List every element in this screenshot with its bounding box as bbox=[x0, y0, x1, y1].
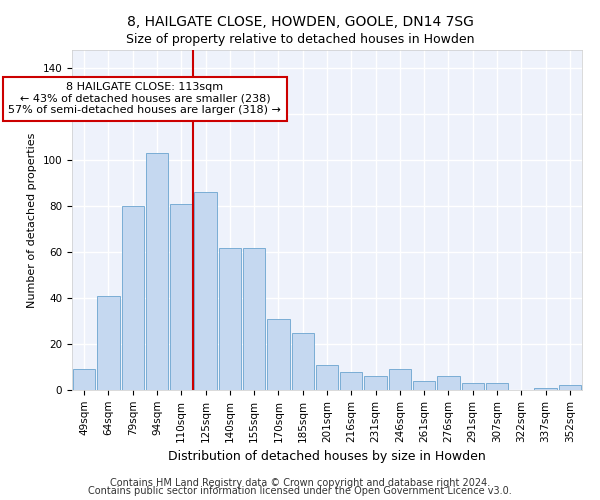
Bar bbox=[267, 319, 290, 390]
Bar bbox=[218, 248, 241, 390]
Bar bbox=[437, 376, 460, 390]
Bar bbox=[146, 154, 168, 390]
Bar bbox=[292, 332, 314, 390]
Bar bbox=[243, 248, 265, 390]
Y-axis label: Number of detached properties: Number of detached properties bbox=[27, 132, 37, 308]
Text: Contains HM Land Registry data © Crown copyright and database right 2024.: Contains HM Land Registry data © Crown c… bbox=[110, 478, 490, 488]
Bar bbox=[340, 372, 362, 390]
Bar bbox=[413, 381, 436, 390]
Text: 8 HAILGATE CLOSE: 113sqm
← 43% of detached houses are smaller (238)
57% of semi-: 8 HAILGATE CLOSE: 113sqm ← 43% of detach… bbox=[8, 82, 281, 116]
Text: 8, HAILGATE CLOSE, HOWDEN, GOOLE, DN14 7SG: 8, HAILGATE CLOSE, HOWDEN, GOOLE, DN14 7… bbox=[127, 15, 473, 29]
Bar bbox=[389, 370, 411, 390]
X-axis label: Distribution of detached houses by size in Howden: Distribution of detached houses by size … bbox=[168, 450, 486, 463]
Bar bbox=[170, 204, 193, 390]
Bar bbox=[559, 386, 581, 390]
Bar bbox=[316, 364, 338, 390]
Bar bbox=[486, 383, 508, 390]
Bar bbox=[122, 206, 144, 390]
Bar bbox=[194, 192, 217, 390]
Bar bbox=[73, 370, 95, 390]
Bar bbox=[535, 388, 557, 390]
Bar bbox=[97, 296, 119, 390]
Text: Size of property relative to detached houses in Howden: Size of property relative to detached ho… bbox=[126, 32, 474, 46]
Text: Contains public sector information licensed under the Open Government Licence v3: Contains public sector information licen… bbox=[88, 486, 512, 496]
Bar bbox=[364, 376, 387, 390]
Bar bbox=[461, 383, 484, 390]
